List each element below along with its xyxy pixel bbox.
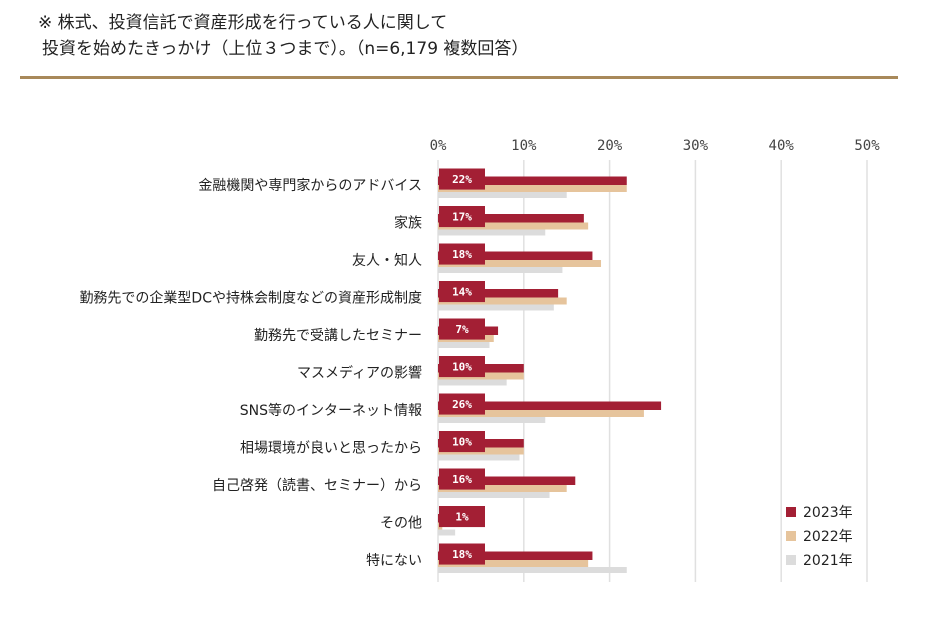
bar-2023 bbox=[438, 401, 662, 410]
data-label: 14% bbox=[452, 286, 472, 299]
bar-2022 bbox=[438, 185, 627, 192]
x-tick-label: 0% bbox=[430, 138, 447, 154]
header-divider bbox=[20, 76, 898, 79]
bar-2022 bbox=[438, 410, 644, 417]
x-tick-label: 10% bbox=[511, 138, 537, 154]
data-label: 18% bbox=[452, 248, 472, 261]
data-label-box bbox=[439, 206, 485, 228]
bar-2021 bbox=[438, 529, 456, 536]
bar-2021 bbox=[438, 304, 554, 311]
data-label-box bbox=[439, 506, 485, 528]
legend: 2023年 2022年 2021年 bbox=[786, 500, 853, 572]
category-label: 自己啓発（読書、セミナー）から bbox=[212, 477, 422, 494]
legend-label-2021: 2021年 bbox=[803, 553, 853, 569]
category-label: 勤務先で受講したセミナー bbox=[254, 328, 422, 344]
bar-2023 bbox=[438, 289, 559, 298]
bar-2021 bbox=[438, 454, 520, 461]
bar-2023 bbox=[438, 551, 593, 560]
data-label-box bbox=[439, 243, 485, 265]
bar-2021 bbox=[438, 342, 490, 348]
bar-2022 bbox=[438, 297, 567, 305]
bar-2021 bbox=[438, 567, 627, 573]
x-tick-label: 30% bbox=[683, 138, 709, 154]
category-label: SNS等のインターネット情報 bbox=[240, 402, 422, 419]
data-label-box bbox=[439, 168, 485, 190]
data-label-box bbox=[439, 431, 485, 453]
data-label: 26% bbox=[452, 398, 472, 411]
bar-2021 bbox=[438, 267, 563, 273]
data-label-box bbox=[439, 393, 485, 415]
x-tick-label: 40% bbox=[769, 138, 795, 154]
category-label: 特にない bbox=[366, 553, 422, 569]
bar-2023 bbox=[438, 176, 627, 185]
data-label: 16% bbox=[452, 473, 472, 486]
legend-swatch-2022 bbox=[786, 531, 796, 541]
legend-item-2022: 2022年 bbox=[786, 524, 853, 548]
data-label: 17% bbox=[452, 211, 472, 224]
data-label: 1% bbox=[455, 511, 469, 524]
category-label: 勤務先での企業型DCや持株会制度などの資産形成制度 bbox=[79, 290, 422, 307]
category-label: 家族 bbox=[394, 215, 422, 232]
category-label: マスメディアの影響 bbox=[297, 365, 422, 382]
bar-2021 bbox=[438, 192, 567, 198]
category-label: 友人・知人 bbox=[352, 252, 422, 269]
bar-2023 bbox=[438, 214, 584, 223]
data-label-box bbox=[439, 468, 485, 490]
data-label: 10% bbox=[452, 361, 472, 374]
data-label: 7% bbox=[455, 323, 469, 336]
x-tick-label: 50% bbox=[854, 138, 880, 154]
data-label: 18% bbox=[452, 548, 472, 561]
bar-2021 bbox=[438, 379, 507, 386]
bar-2022 bbox=[438, 260, 602, 267]
legend-item-2023: 2023年 bbox=[786, 500, 853, 524]
bar-2022 bbox=[438, 485, 567, 492]
legend-item-2021: 2021年 bbox=[786, 548, 853, 572]
legend-label-2022: 2022年 bbox=[803, 529, 853, 545]
data-label: 22% bbox=[452, 173, 472, 186]
legend-swatch-2023 bbox=[786, 507, 796, 517]
chart-header: ※ 株式、投資信託で資産形成を行っている人に関して 投資を始めたきっかけ（上位３… bbox=[38, 10, 898, 62]
data-label: 10% bbox=[452, 436, 472, 449]
legend-swatch-2021 bbox=[786, 555, 796, 565]
header-line-1: ※ 株式、投資信託で資産形成を行っている人に関して bbox=[38, 13, 448, 33]
bar-2023 bbox=[438, 251, 593, 260]
bar-2021 bbox=[438, 492, 550, 498]
bar-2023 bbox=[438, 476, 576, 485]
data-label-box bbox=[439, 318, 485, 340]
bar-2022 bbox=[438, 560, 589, 567]
legend-label-2023: 2023年 bbox=[803, 505, 853, 521]
x-tick-label: 20% bbox=[597, 138, 623, 154]
category-label: その他 bbox=[380, 516, 422, 532]
bar-2021 bbox=[438, 417, 546, 423]
header-line-2: 投資を始めたきっかけ（上位３つまで）。（n=6,179 複数回答） bbox=[42, 39, 529, 59]
data-label-box bbox=[439, 543, 485, 565]
category-label: 金融機関や専門家からのアドバイス bbox=[198, 177, 422, 194]
bar-2022 bbox=[438, 222, 589, 230]
category-label: 相場環境が良いと思ったから bbox=[240, 441, 422, 457]
data-label-box bbox=[439, 356, 485, 378]
data-label-box bbox=[439, 281, 485, 303]
bar-2021 bbox=[438, 229, 546, 236]
